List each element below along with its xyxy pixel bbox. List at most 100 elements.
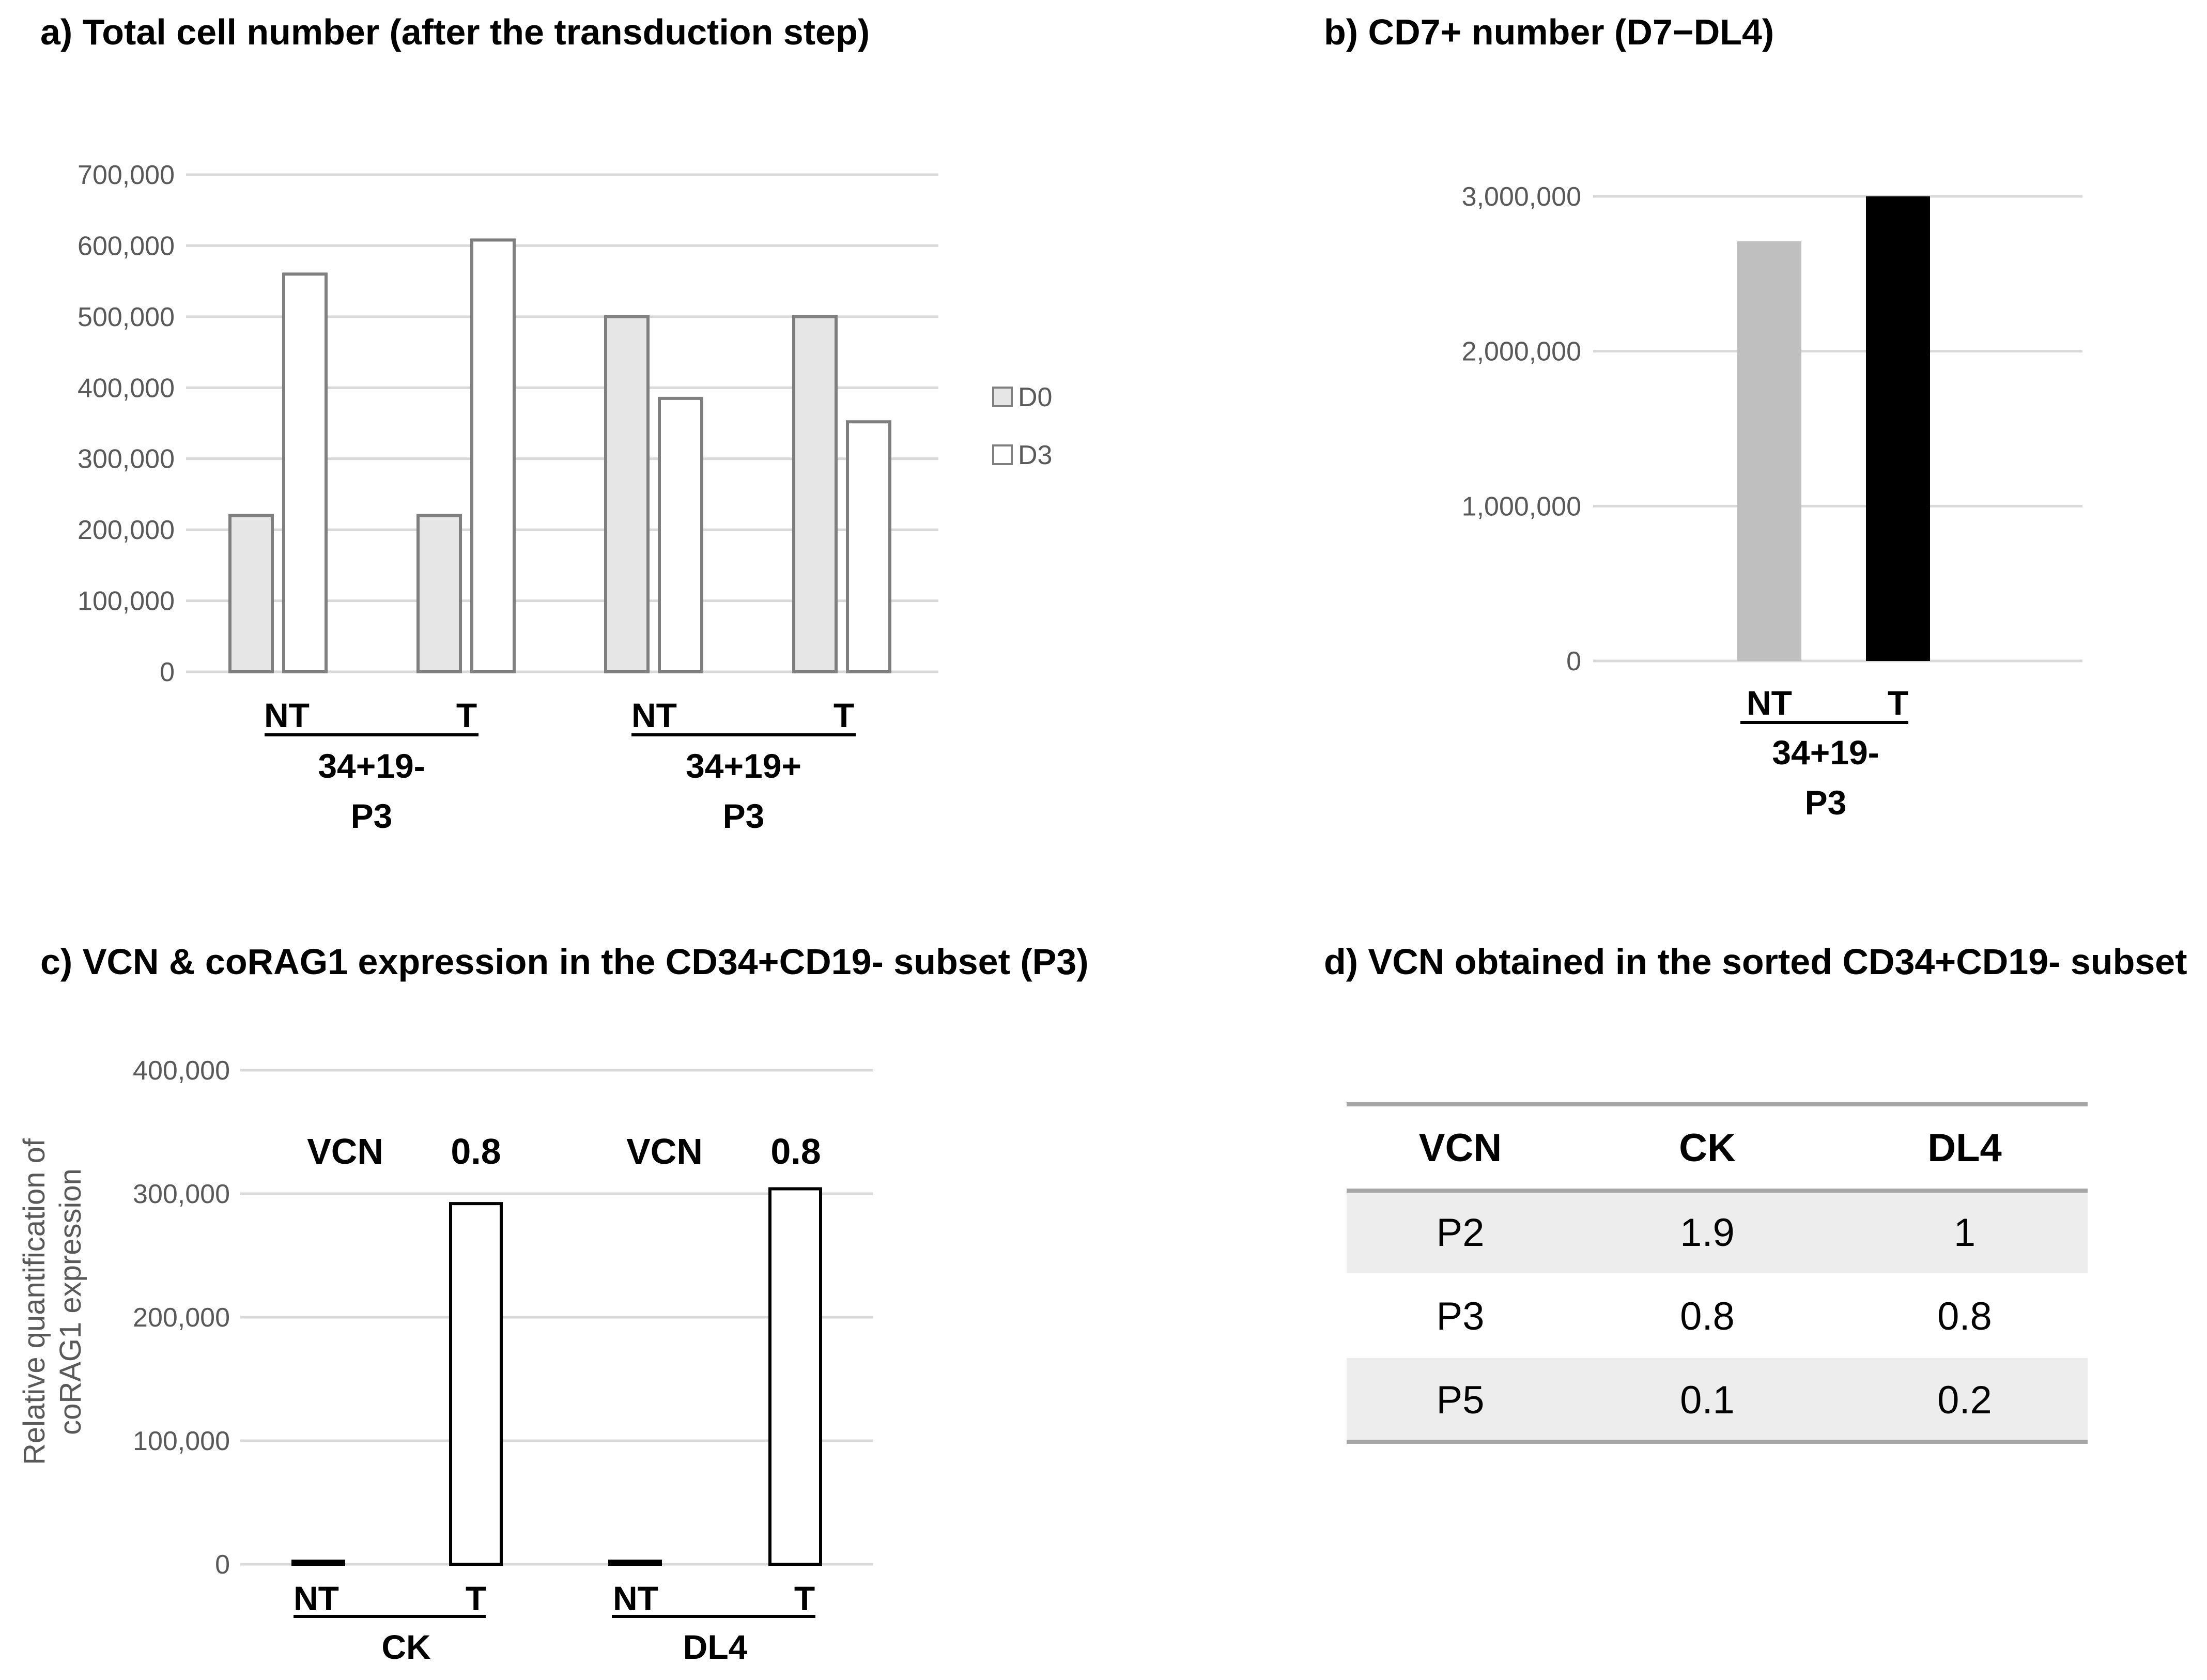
y-tick-label: 600,000 [78,231,175,261]
bar-t-ck [449,1202,503,1566]
panel-a-group-sub-1: P3 [351,797,393,835]
table-header-cell: VCN [1419,1126,1502,1170]
panel-b-group-label: 34+19- [1772,733,1879,772]
table-header-cell: CK [1679,1126,1736,1170]
y-tick-label: 200,000 [133,1303,230,1333]
bar-nt-dl4 [608,1560,662,1566]
table-header-row: VCN CK DL4 [1419,1126,2002,1170]
panel-a-group-label-1: 34+19- [318,747,425,785]
bar-nt [1737,241,1801,661]
y-tick-label: 400,000 [78,373,175,403]
y-tick-label: 300,000 [133,1179,230,1209]
panel-b-title: b) CD7+ number (D7−DL4) [1324,12,1774,52]
panel-b-y-ticks: 0 1,000,000 2,000,000 3,000,000 [1462,182,1581,676]
panel-c-group-label-2: DL4 [683,1628,748,1666]
y-tick-label: 400,000 [133,1056,230,1086]
panel-b-gridlines [1593,195,2082,662]
panel-b-cat-nt: NT [1747,684,1792,722]
panel-c-cat-t-1: T [466,1579,486,1617]
panel-c-cat-nt-2: NT [613,1579,658,1617]
y-tick-label: 100,000 [133,1426,230,1456]
bar-d0-t-2 [792,315,838,673]
panel-c-title: c) VCN & coRAG1 expression in the CD34+C… [40,942,1089,982]
table-row-band-p5 [1347,1358,2088,1442]
legend-swatch-d3 [992,444,1013,465]
panel-a-cat-nt-2: NT [631,696,677,734]
panel-a-legend: D0 D3 [992,382,1052,470]
panel-c-group-label-1: CK [381,1628,431,1666]
table-row-band-p2 [1347,1191,2088,1273]
bar-t-dl4 [768,1187,822,1566]
bar-d0-nt-2 [604,315,650,673]
panel-c-x-labels: NT T CK NT T DL4 [294,1579,815,1666]
panel-a-group-sub-2: P3 [723,797,765,835]
panel-c-anno-value-1: 0.8 [451,1131,501,1172]
bar-t [1866,196,1930,661]
y-tick-label: 0 [1566,646,1581,676]
panel-a-bars [228,238,891,674]
panel-c-vcn-corag1: c) VCN & coRAG1 expression in the CD34+C… [18,942,1089,1666]
y-tick-label: 2,000,000 [1462,337,1581,367]
panel-a-x-labels: NT T 34+19- P3 NT T 34+19+ P3 [264,696,856,835]
panel-c-annotations: VCN 0.8 VCN 0.8 [307,1131,821,1172]
bar-d3-t-1 [470,238,516,674]
y-tick-label: 1,000,000 [1462,491,1581,521]
table-cell: P3 [1437,1294,1485,1338]
y-tick-label: 0 [215,1550,230,1580]
table-cell: 1 [1954,1211,1976,1255]
panel-d-vcn-table: d) VCN obtained in the sorted CD34+CD19-… [1324,942,2187,1444]
panel-c-y-axis-label: Relative quantification of coRAG1 expres… [18,1138,87,1465]
table-row: P5 0.1 0.2 [1437,1378,1992,1422]
panel-c-anno-vcn-2: VCN [626,1131,703,1172]
y-tick-label: 300,000 [78,444,175,474]
table-row: P2 1.9 1 [1437,1211,1976,1255]
y-tick-label: 500,000 [78,302,175,332]
table-cell: 1.9 [1680,1211,1735,1255]
table-cell: 0.1 [1680,1378,1735,1422]
table-row: P3 0.8 0.8 [1437,1294,1992,1338]
table-header-cell: DL4 [1927,1126,2002,1170]
panel-c-anno-vcn-1: VCN [307,1131,383,1172]
panel-a-y-ticks: 0 100,000 200,000 300,000 400,000 500,000 600,… [78,160,175,687]
table-cell: 0.8 [1937,1294,1992,1338]
panel-c-cat-nt-1: NT [294,1579,339,1617]
panel-c-bars [291,1187,822,1566]
y-tick-label: 100,000 [78,587,175,616]
legend-swatch-d0 [992,387,1013,407]
table-cell: 0.2 [1937,1378,1992,1422]
y-tick-label: 200,000 [78,515,175,545]
panel-c-ylabel-line2: coRAG1 expression [54,1168,87,1435]
table-cell: P2 [1437,1211,1485,1255]
y-tick-label: 0 [160,657,175,687]
panel-a-cat-t-2: T [834,696,854,734]
panel-b-x-labels: NT T 34+19- P3 [1740,684,1908,822]
panel-b-group-sub: P3 [1805,783,1847,822]
panel-a-total-cell-number: a) Total cell number (after the transduc… [40,12,1052,835]
y-tick-label: 3,000,000 [1462,182,1581,212]
panel-a-cat-nt-1: NT [264,696,310,734]
bar-d3-nt-2 [658,396,703,673]
panel-a-title: a) Total cell number (after the transduc… [40,12,870,52]
bar-d0-nt-1 [228,514,274,674]
bar-d3-nt-1 [282,272,328,673]
bar-d0-t-1 [416,514,462,674]
panel-c-anno-value-2: 0.8 [770,1131,821,1172]
panel-b-cat-t: T [1888,684,1908,722]
panel-a-cat-t-1: T [456,696,477,734]
panel-a-group-label-2: 34+19+ [686,747,801,785]
panel-c-y-ticks: 0 100,000 200,000 300,000 400,000 [133,1056,230,1580]
panel-c-ylabel-line1: Relative quantification of [18,1138,51,1465]
panel-c-cat-t-2: T [794,1579,815,1617]
legend-label-d0: D0 [1018,382,1052,412]
bar-d3-t-2 [846,420,891,673]
table-cell: P5 [1437,1378,1485,1422]
panel-c-gridlines [240,1069,873,1566]
legend-label-d3: D3 [1018,440,1052,470]
y-tick-label: 700,000 [78,160,175,190]
table-cell: 0.8 [1680,1294,1735,1338]
panel-b-cd7-number: b) CD7+ number (D7−DL4) 0 1,000,000 2,000,… [1324,12,2082,822]
panel-d-title: d) VCN obtained in the sorted CD34+CD19-… [1324,942,2187,982]
panel-b-bars [1737,196,1930,661]
bar-nt-ck [291,1560,345,1566]
